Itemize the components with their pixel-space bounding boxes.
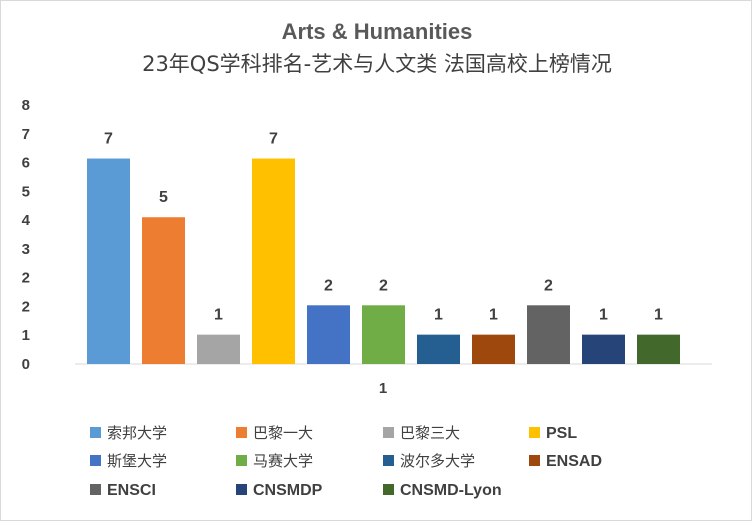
y-tick-label: 8 <box>22 97 30 114</box>
bar <box>472 334 515 364</box>
legend-label: CNSMD-Lyon <box>400 482 502 499</box>
y-tick-label: 0 <box>22 356 30 373</box>
y-tick-label: 3 <box>22 241 30 258</box>
legend-swatch <box>529 427 540 438</box>
legend-label: PSL <box>546 425 577 442</box>
y-tick-label: 5 <box>22 183 30 200</box>
legend-swatch <box>90 484 101 495</box>
legend-swatch <box>236 484 247 495</box>
legend-label: 波尔多大学 <box>400 452 475 470</box>
legend-swatch <box>90 427 101 438</box>
data-label: 7 <box>104 131 113 148</box>
legend-swatch <box>236 427 247 438</box>
legend-swatch <box>383 484 394 495</box>
bar <box>87 158 130 364</box>
y-tick-label: 2 <box>22 270 30 287</box>
legend-label: 索邦大学 <box>107 424 167 442</box>
bar <box>252 158 295 364</box>
legend-swatch <box>383 455 394 466</box>
x-category-label: 1 <box>379 380 387 397</box>
data-label: 2 <box>379 277 388 294</box>
data-label: 1 <box>214 307 223 324</box>
bar <box>362 305 405 364</box>
legend-label: ENSCI <box>107 482 156 499</box>
y-tick-label: 6 <box>22 155 30 172</box>
data-label: 2 <box>324 277 333 294</box>
y-tick-label: 2 <box>22 298 30 315</box>
legend-swatch <box>529 455 540 466</box>
bar <box>307 305 350 364</box>
data-label: 1 <box>434 307 443 324</box>
bar <box>527 305 570 364</box>
legend-label: CNSMDP <box>253 482 323 499</box>
y-tick-label: 4 <box>22 212 31 229</box>
legend-label: ENSAD <box>546 453 602 470</box>
legend-label: 巴黎三大 <box>400 424 460 442</box>
bar <box>197 334 240 364</box>
data-label: 1 <box>599 307 608 324</box>
data-label: 5 <box>159 189 168 206</box>
data-label: 1 <box>654 307 663 324</box>
chart-title: Arts & Humanities <box>281 19 473 44</box>
bar <box>417 334 460 364</box>
legend-label: 斯堡大学 <box>107 452 167 470</box>
legend-swatch <box>90 455 101 466</box>
bar <box>637 334 680 364</box>
legend-swatch <box>383 427 394 438</box>
legend-label: 巴黎一大 <box>253 424 313 442</box>
data-label: 2 <box>544 277 553 294</box>
data-label: 1 <box>489 307 498 324</box>
legend-label: 马赛大学 <box>253 452 313 470</box>
y-tick-label: 7 <box>22 126 30 143</box>
chart-subtitle: 23年QS学科排名-艺术与人文类 法国高校上榜情况 <box>142 52 612 76</box>
y-tick-label: 1 <box>22 327 30 344</box>
bar <box>582 334 625 364</box>
bar <box>142 217 185 364</box>
data-label: 7 <box>269 131 278 148</box>
legend-swatch <box>236 455 247 466</box>
